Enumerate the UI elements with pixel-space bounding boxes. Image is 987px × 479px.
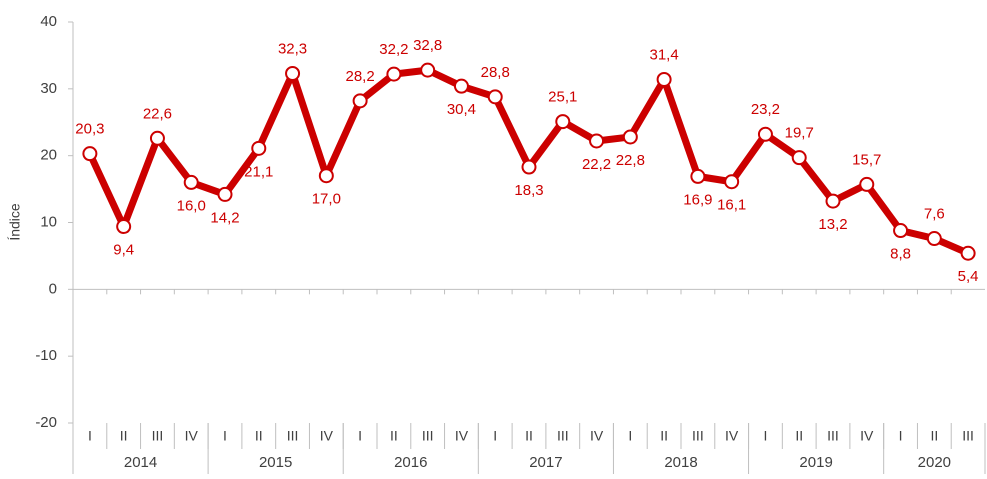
- marker: [420, 62, 436, 78]
- marker: [251, 140, 267, 156]
- marker: [352, 93, 368, 109]
- y-tick-label: 10: [40, 213, 57, 230]
- group-label: 2019: [799, 454, 832, 471]
- y-tick-label: 0: [49, 280, 57, 297]
- x-tick-label: IV: [185, 428, 199, 444]
- x-tick-label: I: [763, 428, 767, 444]
- x-tick-label: I: [899, 428, 903, 444]
- x-tick-label: II: [120, 428, 128, 444]
- x-tick-label: III: [692, 428, 704, 444]
- marker: [893, 223, 909, 239]
- marker: [926, 231, 942, 247]
- data-label: 30,4: [447, 101, 476, 118]
- x-tick-label: I: [223, 428, 227, 444]
- group-label: 2015: [259, 454, 292, 471]
- data-label: 16,0: [177, 197, 206, 214]
- marker: [690, 168, 706, 184]
- data-label: 28,8: [481, 64, 510, 81]
- y-tick-label: -20: [35, 414, 57, 431]
- x-tick-label: I: [628, 428, 632, 444]
- marker: [487, 89, 503, 105]
- marker: [724, 174, 740, 190]
- marker: [82, 146, 98, 162]
- marker: [453, 78, 469, 94]
- data-label: 7,6: [924, 206, 945, 223]
- group-label: 2018: [664, 454, 697, 471]
- data-label: 25,1: [548, 89, 577, 106]
- data-label: 16,1: [717, 197, 746, 214]
- x-tick-label: IV: [455, 428, 469, 444]
- marker: [386, 66, 402, 82]
- data-label: 22,6: [143, 105, 172, 122]
- x-tick-label: III: [152, 428, 164, 444]
- data-label: 31,4: [650, 46, 679, 63]
- data-label: 9,4: [113, 241, 134, 258]
- x-tick-label: II: [390, 428, 398, 444]
- marker: [757, 126, 773, 142]
- data-label: 18,3: [514, 182, 543, 199]
- data-label: 22,8: [616, 152, 645, 169]
- group-label: 2020: [918, 454, 951, 471]
- x-tick-label: IV: [320, 428, 334, 444]
- data-label: 5,4: [958, 268, 979, 285]
- marker: [656, 71, 672, 87]
- x-tick-label: III: [422, 428, 434, 444]
- marker: [217, 186, 233, 202]
- data-label: 15,7: [852, 151, 881, 168]
- marker: [318, 168, 334, 184]
- data-label: 17,0: [312, 191, 341, 208]
- data-label: 23,2: [751, 101, 780, 118]
- marker: [791, 150, 807, 166]
- group-label: 2014: [124, 454, 157, 471]
- data-label: 28,2: [346, 68, 375, 85]
- group-label: 2016: [394, 454, 427, 471]
- x-tick-label: II: [660, 428, 668, 444]
- data-label: 8,8: [890, 245, 911, 262]
- marker: [149, 130, 165, 146]
- marker: [859, 176, 875, 192]
- x-tick-label: II: [795, 428, 803, 444]
- y-tick-label: -10: [35, 347, 57, 364]
- x-tick-label: I: [88, 428, 92, 444]
- marker: [622, 129, 638, 145]
- data-label: 16,9: [683, 191, 712, 208]
- y-axis-label: Índice: [7, 203, 23, 241]
- marker: [555, 114, 571, 130]
- marker: [183, 174, 199, 190]
- group-label: 2017: [529, 454, 562, 471]
- x-tick-label: III: [827, 428, 839, 444]
- x-tick-label: I: [493, 428, 497, 444]
- x-tick-label: IV: [590, 428, 604, 444]
- data-label: 32,3: [278, 40, 307, 57]
- data-label: 21,1: [244, 163, 273, 180]
- data-label: 20,3: [75, 121, 104, 138]
- data-label: 13,2: [818, 216, 847, 233]
- marker: [825, 193, 841, 209]
- y-tick-label: 30: [40, 80, 57, 97]
- marker: [116, 219, 132, 235]
- y-tick-label: 20: [40, 147, 57, 164]
- x-tick-label: II: [525, 428, 533, 444]
- data-label: 19,7: [785, 125, 814, 142]
- x-tick-label: II: [930, 428, 938, 444]
- data-label: 14,2: [210, 209, 239, 226]
- marker: [285, 65, 301, 81]
- x-tick-label: III: [557, 428, 569, 444]
- x-tick-label: IV: [725, 428, 739, 444]
- marker: [589, 133, 605, 149]
- data-label: 32,2: [379, 41, 408, 58]
- data-label: 22,2: [582, 156, 611, 173]
- x-tick-label: III: [287, 428, 299, 444]
- marker: [521, 159, 537, 175]
- x-tick-label: II: [255, 428, 263, 444]
- x-tick-label: IV: [860, 428, 874, 444]
- marker: [960, 245, 976, 261]
- x-tick-label: III: [962, 428, 974, 444]
- y-tick-label: 40: [40, 13, 57, 30]
- x-tick-label: I: [358, 428, 362, 444]
- data-label: 32,8: [413, 37, 442, 54]
